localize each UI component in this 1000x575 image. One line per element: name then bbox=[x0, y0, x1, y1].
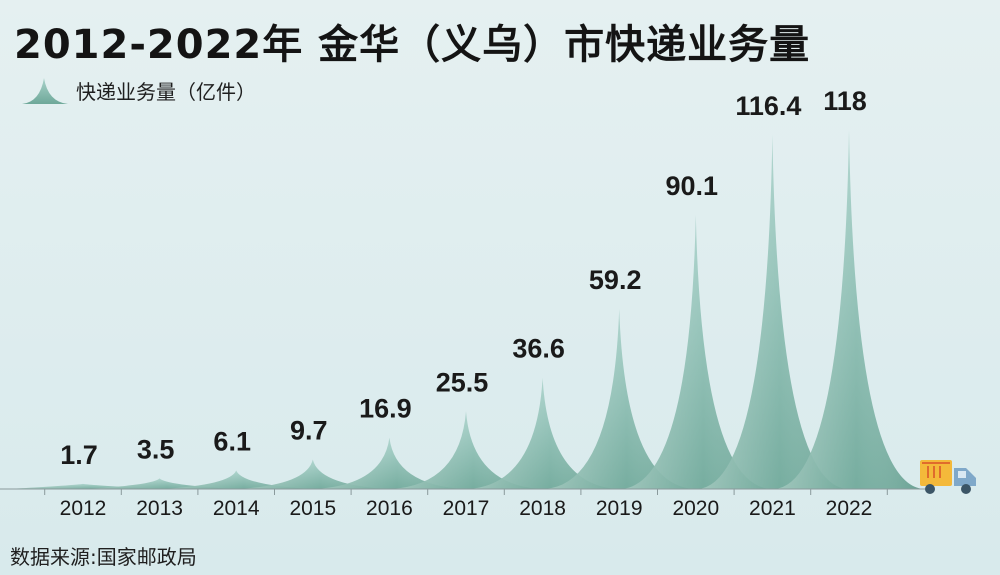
value-label-2018: 36.6 bbox=[512, 334, 565, 364]
x-tick-label-2019: 2019 bbox=[596, 497, 643, 520]
value-label-2014: 6.1 bbox=[213, 426, 251, 456]
x-tick-label-2017: 2017 bbox=[443, 497, 490, 520]
x-tick-label-2021: 2021 bbox=[749, 497, 796, 520]
peak-shade-2022 bbox=[774, 130, 924, 489]
value-label-2013: 3.5 bbox=[137, 434, 175, 464]
legend: 快递业务量（亿件） bbox=[22, 76, 256, 105]
page-title: 2012-2022年 金华（义乌）市快递业务量 bbox=[14, 22, 811, 68]
spike-icon bbox=[22, 77, 68, 104]
peak-shade-2017 bbox=[391, 411, 541, 489]
legend-label: 快递业务量（亿件） bbox=[76, 80, 256, 104]
value-label-2021: 116.4 bbox=[735, 91, 801, 121]
x-tick-label-2015: 2015 bbox=[289, 497, 336, 520]
value-label-2015: 9.7 bbox=[290, 415, 328, 445]
x-tick-label-2013: 2013 bbox=[136, 497, 183, 520]
source-note: 数据来源:国家邮政局 bbox=[10, 545, 197, 569]
peak-shade-2014 bbox=[161, 470, 312, 489]
peak-shade-2018 bbox=[467, 377, 618, 489]
x-tick-label-2014: 2014 bbox=[213, 497, 260, 520]
value-label-2020: 90.1 bbox=[666, 171, 719, 201]
x-tick-label-2018: 2018 bbox=[519, 497, 566, 520]
peak-shade-2021 bbox=[697, 134, 848, 489]
x-tick-label-2020: 2020 bbox=[672, 497, 719, 520]
peak-shade-2016 bbox=[314, 437, 465, 489]
peak-shade-2015 bbox=[237, 459, 388, 489]
x-tick-label-2016: 2016 bbox=[366, 497, 413, 520]
value-label-2016: 16.9 bbox=[359, 394, 412, 424]
x-tick-label-2012: 2012 bbox=[60, 497, 107, 520]
truck-icon bbox=[920, 460, 976, 494]
x-tick-label-2022: 2022 bbox=[826, 497, 873, 520]
value-label-2017: 25.5 bbox=[436, 367, 489, 397]
value-label-2022: 118 bbox=[823, 86, 867, 116]
value-label-2012: 1.7 bbox=[60, 440, 98, 470]
value-label-2019: 59.2 bbox=[589, 265, 642, 295]
peak-shade-2020 bbox=[620, 214, 771, 489]
peak-shade-2019 bbox=[544, 308, 695, 489]
